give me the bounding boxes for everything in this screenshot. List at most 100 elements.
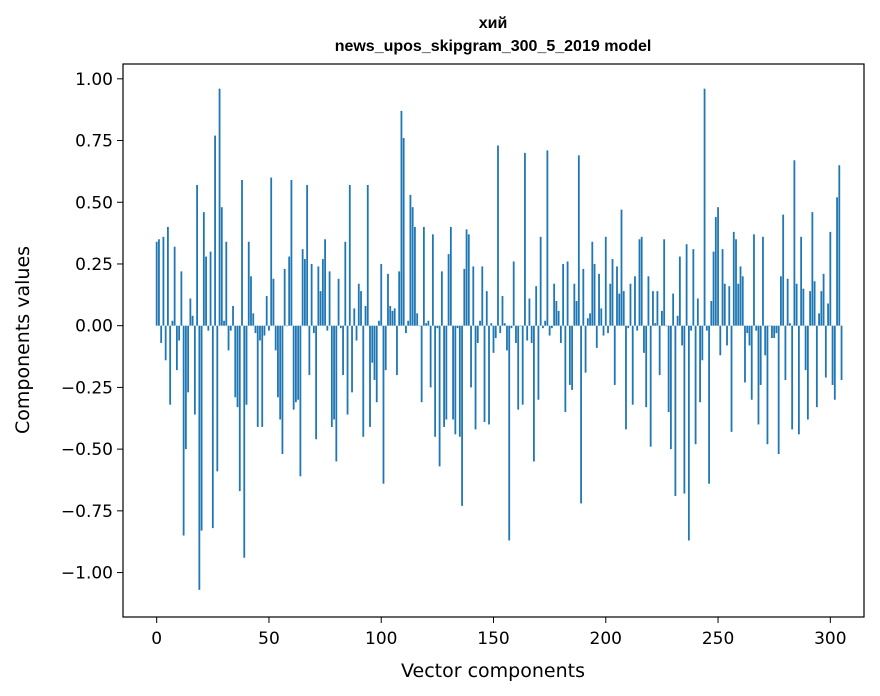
bar (535, 286, 538, 326)
bar (719, 325, 722, 356)
bar (685, 244, 688, 326)
bar (663, 239, 666, 326)
bar (564, 325, 567, 413)
bar (364, 305, 367, 326)
y-axis-ticks: −1.00 −0.75 −0.50 −0.25 0.00 0.25 0.50 0.75 1.00 (61, 70, 123, 584)
bar (263, 325, 266, 336)
bar (829, 231, 832, 326)
bar (474, 325, 477, 430)
bar (389, 305, 392, 326)
bar (303, 259, 306, 326)
bar (701, 325, 704, 361)
bar (380, 263, 383, 326)
y-tick-label: 0.50 (75, 193, 113, 213)
bar (797, 325, 800, 435)
bar (479, 320, 481, 326)
bar (357, 283, 360, 326)
bar (245, 325, 248, 405)
bar (200, 325, 203, 531)
bar (786, 278, 789, 326)
bar (346, 325, 349, 415)
bar (485, 291, 488, 326)
bar (634, 276, 636, 326)
bar (497, 145, 499, 326)
bar (512, 261, 515, 326)
bar (211, 325, 214, 529)
bar (295, 325, 297, 403)
y-tick-label: 0.25 (75, 255, 113, 275)
bar (820, 291, 823, 326)
bar (407, 320, 410, 326)
bar (214, 135, 216, 326)
bar (757, 325, 760, 425)
bar (324, 239, 326, 326)
x-tick-label: 300 (814, 629, 846, 649)
bar (732, 231, 735, 326)
bar (789, 323, 791, 326)
bar (555, 301, 558, 326)
bar (348, 184, 351, 326)
bar (730, 325, 733, 432)
bar (254, 325, 257, 334)
bar (573, 283, 576, 326)
bar (281, 325, 284, 455)
bar (744, 325, 746, 383)
bar (759, 325, 762, 385)
bar (270, 177, 273, 326)
bar (241, 180, 243, 326)
bar (315, 325, 318, 440)
bar (205, 256, 207, 326)
bar (818, 313, 820, 326)
bar (519, 325, 522, 327)
bar (476, 325, 479, 343)
bar (409, 194, 412, 326)
bar (488, 325, 490, 425)
bar (328, 271, 331, 326)
y-tick-label: −0.50 (61, 440, 113, 460)
bar (279, 325, 282, 420)
bar (333, 325, 335, 420)
bar (492, 325, 495, 353)
bar (528, 298, 531, 326)
bar (636, 325, 639, 331)
bar (209, 251, 212, 326)
x-axis-label: Vector components (401, 660, 585, 682)
bar (290, 180, 293, 326)
bar (384, 325, 387, 371)
bar (494, 325, 497, 339)
bar (620, 209, 623, 326)
bar (312, 325, 315, 334)
bar (405, 325, 407, 334)
bar (681, 325, 684, 346)
bar (582, 268, 585, 326)
bar (429, 325, 432, 388)
bar (667, 325, 670, 413)
bar (591, 241, 594, 326)
x-axis-ticks: 0 50 100 150 200 250 300 (151, 617, 847, 649)
bar (447, 254, 450, 326)
bar (418, 325, 421, 327)
bar (755, 325, 758, 331)
x-tick-label: 0 (151, 629, 162, 649)
bar (714, 217, 717, 326)
bar (164, 325, 167, 361)
bar (598, 273, 600, 326)
bar (274, 325, 277, 351)
bar (777, 325, 780, 455)
bar (784, 325, 787, 380)
bar (326, 325, 329, 331)
bar (207, 325, 210, 331)
bar (373, 325, 376, 380)
bar (703, 88, 706, 326)
bar (465, 229, 468, 326)
bar (589, 313, 591, 326)
x-tick-label: 50 (258, 629, 280, 649)
bar (178, 325, 181, 341)
bar (501, 296, 504, 326)
bar (252, 313, 255, 326)
bar (568, 325, 571, 385)
bar (243, 325, 246, 558)
bar (607, 325, 609, 334)
bar (400, 110, 403, 326)
bar (708, 325, 710, 484)
